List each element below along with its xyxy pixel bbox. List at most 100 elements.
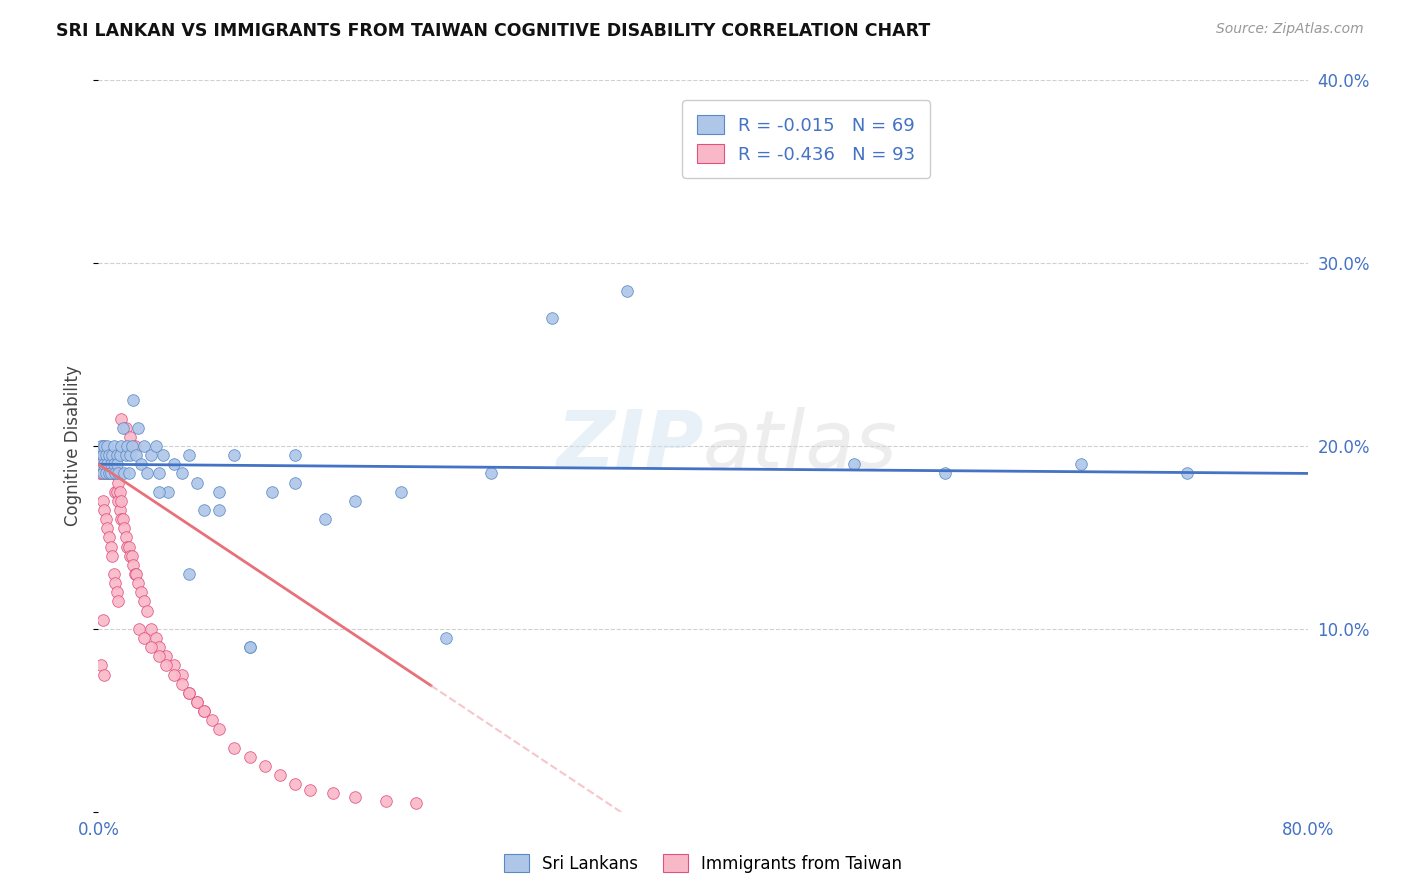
Point [115, 540, 138, 554]
Point [101, 467, 124, 481]
Point [98, 467, 121, 481]
Point [129, 585, 152, 599]
Point [93, 439, 115, 453]
Point [125, 567, 148, 582]
Point [110, 411, 132, 425]
Point [104, 467, 127, 481]
Point [148, 484, 170, 499]
Point [284, 448, 307, 462]
Point [163, 667, 186, 681]
Y-axis label: Cognitive Disability: Cognitive Disability [65, 366, 83, 526]
Point [239, 749, 262, 764]
Point [104, 467, 127, 481]
Point [100, 467, 122, 481]
Point [170, 467, 193, 481]
Point [100, 457, 122, 471]
Point [94, 512, 117, 526]
Point [208, 723, 231, 737]
Point [141, 640, 163, 655]
Point [179, 448, 201, 462]
Point [114, 421, 136, 435]
Point [121, 549, 143, 563]
Point [120, 430, 142, 444]
Point [239, 640, 262, 655]
Point [105, 585, 128, 599]
Point [844, 457, 866, 471]
Point [129, 457, 152, 471]
Point [163, 457, 186, 471]
Point [91, 494, 114, 508]
Point [135, 603, 157, 617]
Point [111, 421, 134, 435]
Point [141, 448, 163, 462]
Point [389, 484, 412, 499]
Point [193, 704, 215, 718]
Point [90, 658, 112, 673]
Point [96, 448, 118, 462]
Point [124, 439, 146, 453]
Point [90, 467, 112, 481]
Point [96, 457, 118, 471]
Point [90, 457, 112, 471]
Point [120, 549, 142, 563]
Point [120, 448, 142, 462]
Point [108, 503, 131, 517]
Point [322, 787, 344, 801]
Point [186, 475, 208, 490]
Point [98, 448, 121, 462]
Point [103, 448, 125, 462]
Point [100, 540, 122, 554]
Point [100, 467, 122, 481]
Point [101, 448, 124, 462]
Point [193, 704, 215, 718]
Point [723, 155, 745, 169]
Point [101, 448, 124, 462]
Point [208, 484, 231, 499]
Point [616, 284, 638, 298]
Point [239, 640, 262, 655]
Point [155, 658, 177, 673]
Point [107, 467, 129, 481]
Point [101, 549, 124, 563]
Point [100, 457, 122, 471]
Point [105, 484, 128, 499]
Point [284, 777, 307, 791]
Point [405, 796, 427, 810]
Point [89, 467, 111, 481]
Point [128, 622, 150, 636]
Point [110, 439, 132, 453]
Point [96, 457, 118, 471]
Point [156, 484, 179, 499]
Point [179, 567, 201, 582]
Point [540, 310, 562, 325]
Point [110, 512, 132, 526]
Point [179, 686, 201, 700]
Point [186, 695, 208, 709]
Text: atlas: atlas [703, 407, 898, 485]
Point [193, 503, 215, 517]
Point [163, 658, 186, 673]
Point [103, 457, 125, 471]
Text: SRI LANKAN VS IMMIGRANTS FROM TAIWAN COGNITIVE DISABILITY CORRELATION CHART: SRI LANKAN VS IMMIGRANTS FROM TAIWAN COG… [56, 22, 931, 40]
Point [170, 667, 193, 681]
Point [108, 448, 131, 462]
Point [89, 448, 111, 462]
Point [91, 448, 114, 462]
Point [107, 475, 129, 490]
Point [96, 439, 118, 453]
Point [284, 475, 307, 490]
Point [135, 467, 157, 481]
Point [314, 512, 336, 526]
Point [94, 467, 117, 481]
Point [115, 439, 138, 453]
Point [96, 521, 118, 535]
Point [299, 782, 322, 797]
Point [224, 448, 246, 462]
Point [103, 467, 125, 481]
Point [145, 439, 167, 453]
Point [344, 494, 367, 508]
Point [91, 457, 114, 471]
Point [107, 494, 129, 508]
Point [127, 576, 149, 591]
Point [253, 759, 276, 773]
